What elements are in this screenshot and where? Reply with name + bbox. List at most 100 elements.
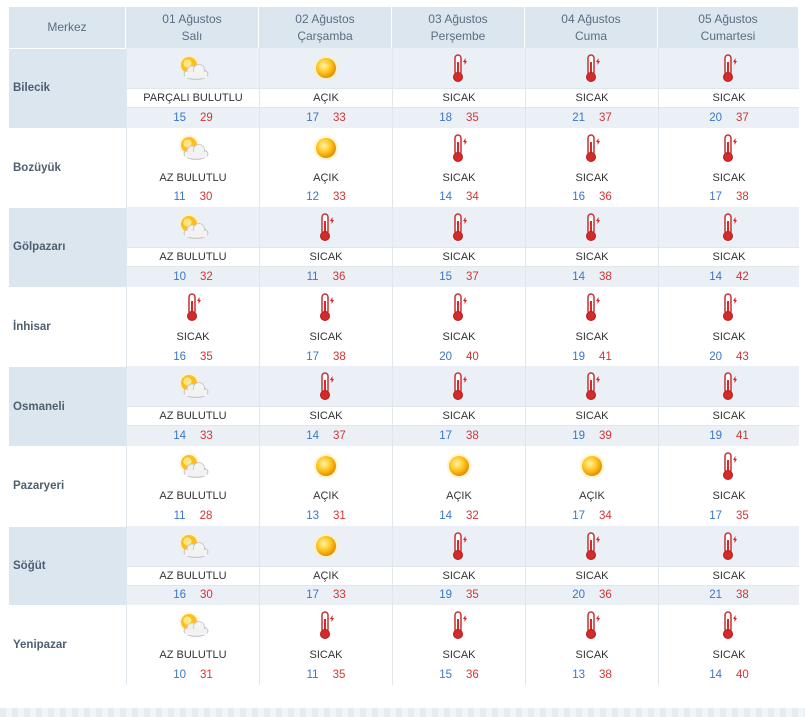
temperature-range: 16 36 <box>526 187 658 208</box>
thermometer-hot-icon <box>659 605 799 646</box>
header-day: 01 Ağustos Salı <box>126 7 259 48</box>
header-date: 01 Ağustos <box>162 11 222 26</box>
forecast-table: Merkez 01 Ağustos Salı 02 Ağustos Çarşamba 0… <box>9 7 799 685</box>
temperature-range: 20 43 <box>659 346 799 367</box>
header-day: 02 Ağustos Çarşamba <box>259 7 392 48</box>
min-temp: 14 <box>709 270 722 283</box>
temperature-range: 19 41 <box>659 426 799 446</box>
header-day: 04 Ağustos Cuma <box>525 7 658 48</box>
min-temp: 14 <box>439 191 452 204</box>
max-temp: 40 <box>466 350 479 363</box>
sun-icon <box>393 445 525 486</box>
min-temp: 20 <box>709 350 722 363</box>
thermometer-hot-icon <box>526 127 658 168</box>
forecast-cell: SICAK 17 38 <box>392 366 525 446</box>
temperature-range: 17 33 <box>260 108 392 128</box>
max-temp: 43 <box>736 350 749 363</box>
min-temp: 14 <box>173 430 186 443</box>
min-temp: 16 <box>173 589 186 602</box>
max-temp: 35 <box>466 111 479 124</box>
forecast-cell: SICAK 20 40 <box>392 286 525 367</box>
min-temp: 15 <box>173 111 186 124</box>
weather-description: SICAK <box>393 326 525 347</box>
temperature-range: 11 36 <box>260 267 392 287</box>
weather-description: SICAK <box>393 167 525 188</box>
header-date: 04 Ağustos <box>561 11 621 26</box>
temperature-range: 12 33 <box>260 187 392 208</box>
max-temp: 37 <box>599 111 612 124</box>
max-temp: 38 <box>466 430 479 443</box>
max-temp: 36 <box>599 191 612 204</box>
forecast-cell: AÇIK 12 33 <box>259 127 392 208</box>
sun-icon <box>260 525 392 566</box>
weather-description: AÇIK <box>260 485 392 506</box>
min-temp: 17 <box>306 589 319 602</box>
weather-description: SICAK <box>526 326 658 347</box>
max-temp: 34 <box>466 191 479 204</box>
temperature-range: 20 40 <box>393 346 525 367</box>
thermometer-hot-icon <box>260 366 392 407</box>
max-temp: 30 <box>200 589 213 602</box>
max-temp: 41 <box>599 350 612 363</box>
forecast-cell: SICAK 19 41 <box>525 286 658 367</box>
header-corner-label: Merkez <box>47 20 87 34</box>
forecast-cell: AÇIK 17 33 <box>259 48 392 128</box>
thermometer-hot-icon <box>393 525 525 566</box>
max-temp: 38 <box>333 350 346 363</box>
header-weekday: Cuma <box>574 28 607 43</box>
forecast-cell: SICAK 14 42 <box>658 207 799 287</box>
min-temp: 20 <box>439 350 452 363</box>
min-temp: 14 <box>709 668 722 681</box>
header-day: 05 Ağustos Cumartesi <box>658 7 799 48</box>
partly-cloudy-icon <box>127 605 259 646</box>
forecast-cell: SICAK 20 37 <box>658 48 799 128</box>
thermometer-hot-icon <box>526 366 658 407</box>
bottom-scroll-strip <box>0 708 805 717</box>
header-day: 03 Ağustos Perşembe <box>392 7 525 48</box>
location-name: Bilecik <box>9 48 126 128</box>
max-temp: 37 <box>333 430 346 443</box>
forecast-cell: SICAK 17 35 <box>658 445 799 526</box>
max-temp: 36 <box>599 589 612 602</box>
weather-description: AZ BULUTLU <box>127 247 259 268</box>
temperature-range: 14 33 <box>127 426 259 446</box>
min-temp: 14 <box>306 430 319 443</box>
forecast-cell: AZ BULUTLU 11 30 <box>126 127 259 208</box>
weather-description: AÇIK <box>526 485 658 506</box>
partly-cloudy-icon <box>127 48 259 88</box>
min-temp: 11 <box>173 509 186 522</box>
min-temp: 21 <box>709 589 722 602</box>
thermometer-hot-icon <box>260 207 392 248</box>
location-name: İnhisar <box>9 286 126 367</box>
forecast-cell: SICAK 15 36 <box>392 605 525 685</box>
header-weekday: Çarşamba <box>297 28 353 43</box>
temperature-range: 14 37 <box>260 426 392 446</box>
forecast-cell: SICAK 11 36 <box>259 207 392 287</box>
max-temp: 35 <box>466 589 479 602</box>
forecast-cell: SICAK 21 38 <box>658 525 799 606</box>
min-temp: 11 <box>173 191 186 204</box>
min-temp: 16 <box>173 350 186 363</box>
temperature-range: 21 37 <box>526 108 658 128</box>
forecast-cell: SICAK 14 37 <box>259 366 392 446</box>
thermometer-hot-icon <box>659 366 799 407</box>
forecast-cell: SICAK 15 37 <box>392 207 525 287</box>
max-temp: 36 <box>332 270 346 283</box>
max-temp: 31 <box>333 509 346 522</box>
sun-icon <box>260 127 392 168</box>
forecast-cell: SICAK 19 35 <box>392 525 525 606</box>
weather-description: AÇIK <box>260 88 392 108</box>
thermometer-hot-icon <box>659 525 799 566</box>
partly-cloudy-icon <box>127 366 259 407</box>
forecast-cell: AÇIK 17 33 <box>259 525 392 606</box>
weather-description: AZ BULUTLU <box>127 565 259 586</box>
temperature-range: 17 38 <box>393 426 525 446</box>
forecast-cell: SICAK 13 38 <box>525 605 658 685</box>
weather-description: AZ BULUTLU <box>127 645 259 666</box>
max-temp: 33 <box>333 191 346 204</box>
temperature-range: 14 40 <box>659 665 799 685</box>
max-temp: 35 <box>200 350 213 363</box>
header-weekday: Salı <box>181 28 203 43</box>
weather-description: SICAK <box>260 406 392 427</box>
min-temp: 15 <box>439 270 452 283</box>
